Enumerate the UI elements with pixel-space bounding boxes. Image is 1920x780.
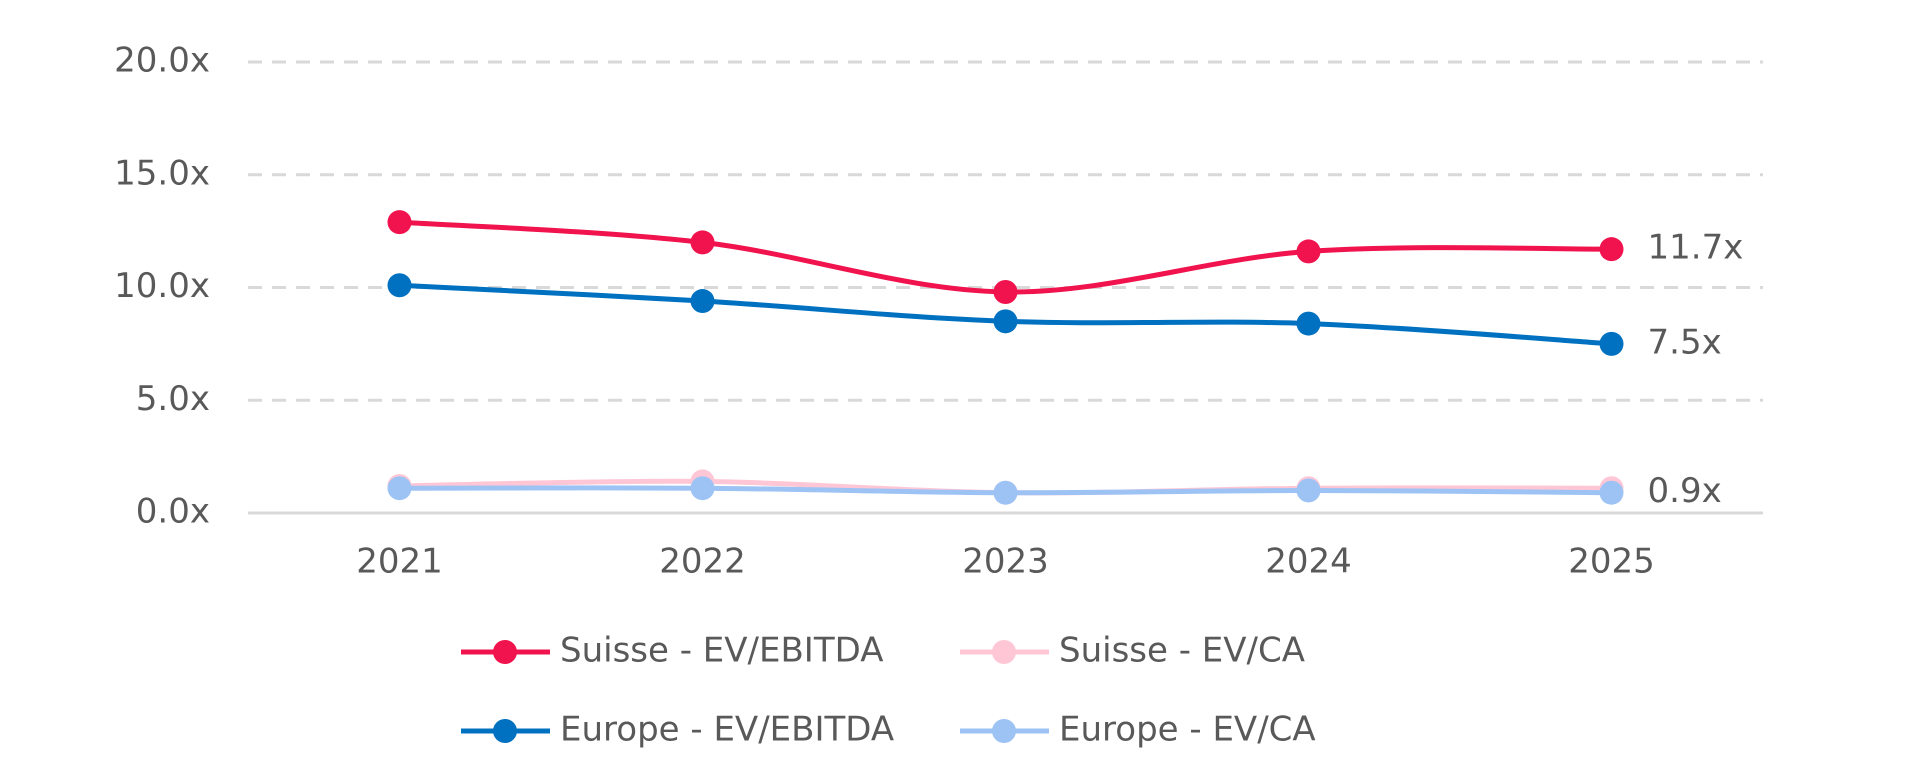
legend-label: Europe - EV/CA [1059,710,1316,750]
data-point [1599,237,1624,262]
data-point [993,309,1018,334]
data-point [993,280,1018,305]
data-label: 7.5x [1648,322,1722,362]
x-tick-label: 2024 [1265,542,1352,582]
data-point [387,476,412,501]
y-tick-label: 0.0x [136,492,210,532]
y-tick-label: 15.0x [114,153,210,193]
legend-label: Europe - EV/EBITDA [560,710,894,750]
y-tick-label: 20.0x [114,41,210,81]
x-tick-label: 2022 [659,542,746,582]
data-point [1296,311,1321,336]
legend-marker [493,719,517,743]
x-tick-label: 2023 [962,542,1049,582]
data-point [690,476,715,501]
data-point [1296,478,1321,503]
legend-label: Suisse - EV/EBITDA [560,631,883,671]
legend-label: Suisse - EV/CA [1059,631,1305,671]
data-point [1599,331,1624,356]
data-point [1296,239,1321,264]
data-point [993,480,1018,505]
data-point [387,210,412,235]
y-tick-label: 5.0x [136,379,210,419]
x-tick-label: 2025 [1568,542,1655,582]
data-label: 11.7x [1648,228,1744,268]
data-point [387,273,412,298]
y-tick-label: 10.0x [114,266,210,306]
legend-marker [493,640,517,664]
data-point [690,289,715,314]
data-point [1599,480,1624,505]
data-point [690,230,715,255]
x-tick-label: 2021 [356,542,443,582]
legend-marker [992,719,1016,743]
legend-marker [992,640,1016,664]
data-label: 0.9x [1648,471,1722,511]
